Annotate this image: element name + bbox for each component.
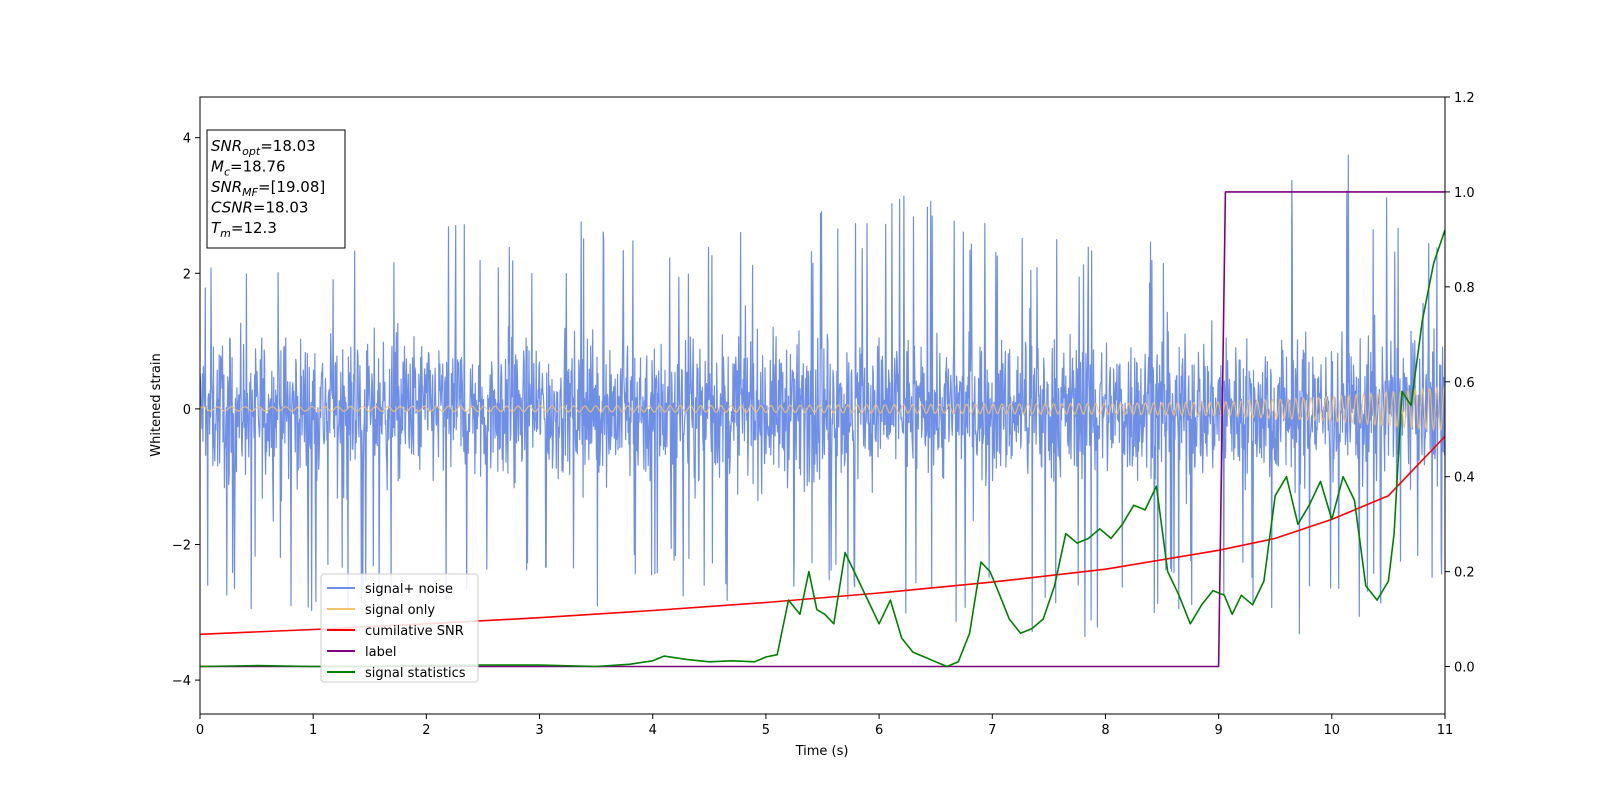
x-tick-label: 1 — [309, 723, 317, 738]
x-tick-label: 3 — [535, 723, 543, 738]
plot-frame — [199, 96, 1446, 715]
x-tick-label: 10 — [1324, 723, 1341, 738]
series-signal-statistics-line — [200, 229, 1445, 668]
x-tick-label: 11 — [1437, 723, 1454, 738]
y2-tick-label: 0.4 — [1454, 471, 1475, 486]
annotation-line: SNRopt=18.03 — [211, 137, 316, 158]
legend-label-label: label — [365, 645, 396, 660]
x-tick-label: 6 — [875, 723, 883, 738]
series-signal-noise-line — [200, 154, 1445, 638]
y2-tick-label: 0.8 — [1454, 281, 1475, 296]
y2-tick-label: 0.2 — [1454, 566, 1475, 581]
legend-signal-noise-label: signal+ noise — [365, 582, 453, 597]
y2-tick-label: 0.0 — [1454, 661, 1475, 676]
annotation-line: CSNR=18.03 — [211, 199, 308, 217]
series-label-line — [200, 191, 1445, 668]
annotation-line: Mc=18.76 — [211, 158, 286, 179]
x-tick-label: 0 — [196, 723, 204, 738]
x-axis-title: Time (s) — [795, 744, 849, 759]
y-tick-label: −4 — [172, 674, 191, 689]
y-axis-title: Whitened strain — [149, 353, 164, 456]
annotation-frame — [206, 129, 346, 249]
y2-tick-label: 1.0 — [1454, 186, 1475, 201]
series-signal-only-line — [200, 385, 1445, 432]
y2-tick-label: 1.2 — [1454, 91, 1475, 106]
legend-cumilative-snr-label: cumilative SNR — [365, 624, 464, 639]
x-tick-label: 5 — [762, 723, 770, 738]
legend-signal-only-label: signal only — [365, 603, 435, 618]
legend: signal+ noise signal only cumilative SNR la… — [320, 573, 479, 683]
axis-layer: 0 1 2 3 4 5 6 7 8 9 10 11 −4 −2 0 2 4 0.0 0.2 0.4 0.6 0.8 1.0 1… — [172, 91, 1475, 738]
x-tick-label: 2 — [422, 723, 430, 738]
x-tick-label: 8 — [1101, 723, 1109, 738]
y-tick-label: 2 — [183, 267, 191, 282]
y-tick-label: 0 — [183, 403, 191, 418]
annotation-line: Tm=12.3 — [211, 219, 277, 240]
x-tick-label: 9 — [1214, 723, 1222, 738]
legend-frame — [320, 573, 479, 683]
x-tick-label: 7 — [988, 723, 996, 738]
annotation-box: SNRopt=18.03Mc=18.76SNRMF=[19.08]CSNR=18… — [206, 129, 346, 249]
y2-tick-label: 0.6 — [1454, 376, 1475, 391]
legend-signal-statistics-label: signal statistics — [365, 666, 466, 681]
y-tick-label: 4 — [183, 132, 191, 147]
annotation-line: SNRMF=[19.08] — [211, 178, 325, 199]
y-tick-label: −2 — [172, 538, 191, 553]
x-tick-label: 4 — [649, 723, 657, 738]
